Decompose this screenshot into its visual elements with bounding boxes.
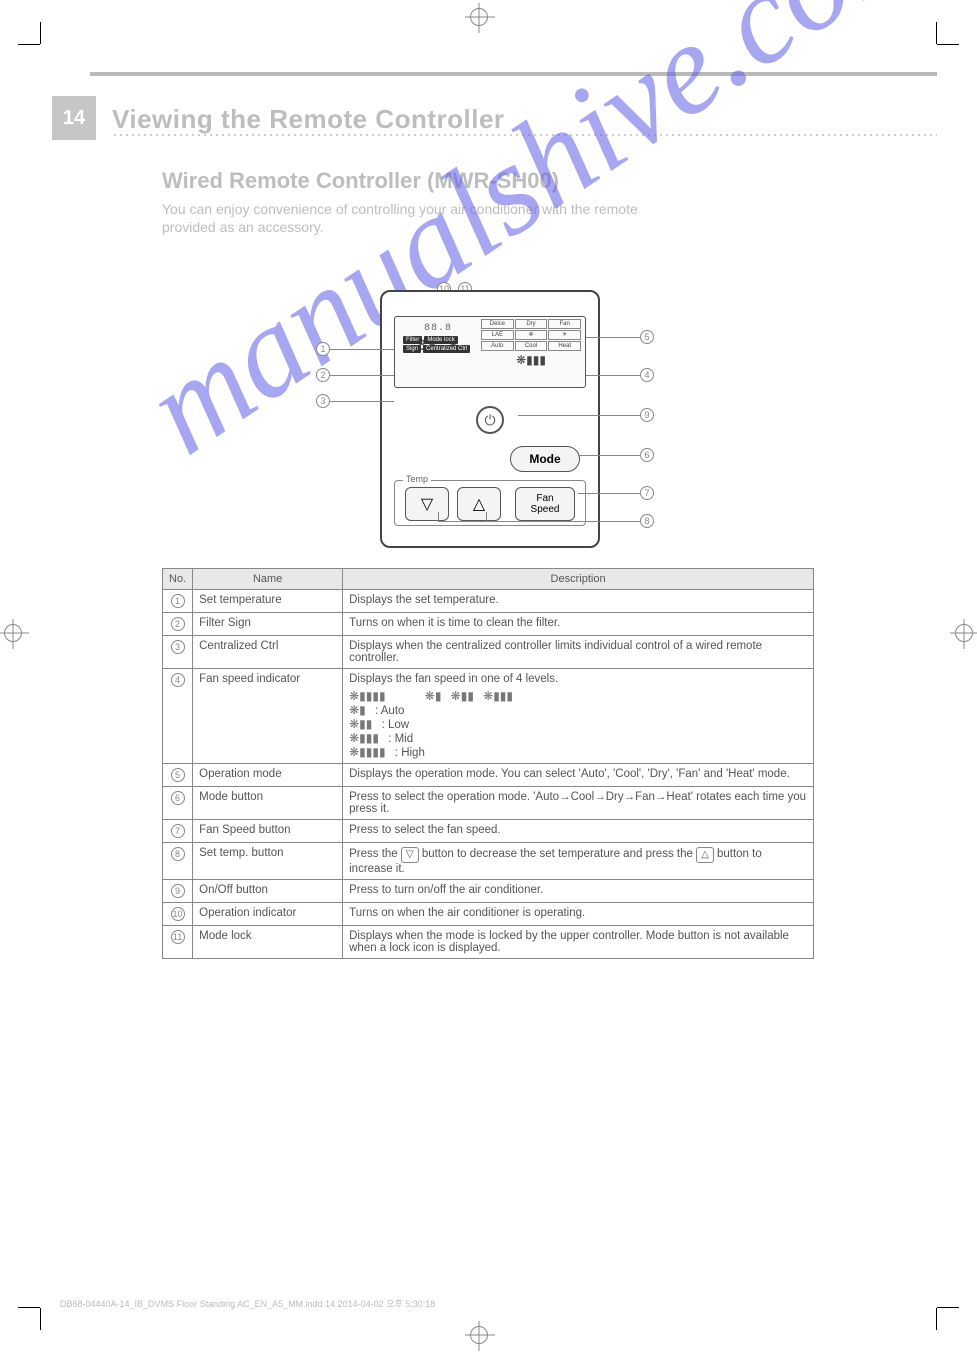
temp-label: Temp	[403, 474, 431, 484]
table-row: 7Fan Speed buttonPress to select the fan…	[163, 820, 814, 843]
seg-small: 88.8	[399, 319, 477, 337]
remote-body: 88.8 88.8 Filter Mode lock Sign Centrali…	[380, 290, 600, 548]
badge-centralized: Centralized Ctrl	[423, 345, 470, 353]
badge-modelock: Mode lock	[424, 336, 457, 344]
registration-mark	[470, 1326, 488, 1344]
temp-down-button[interactable]: ▽	[405, 487, 449, 521]
th-no: No.	[163, 569, 193, 590]
callout-9: 9	[640, 408, 654, 422]
table-row: 6Mode buttonPress to select the operatio…	[163, 787, 814, 820]
registration-mark	[4, 624, 22, 642]
table-row: 5Operation modeDisplays the operation mo…	[163, 764, 814, 787]
lcd-display: 88.8 88.8 Filter Mode lock Sign Centrali…	[394, 316, 586, 388]
down-key-icon: ▽	[401, 847, 419, 863]
callout-8: 8	[640, 514, 654, 528]
callout-4: 4	[640, 368, 654, 382]
callout-1: 1	[316, 342, 330, 356]
badge-filter: Filter	[403, 336, 422, 344]
intro-line-2: provided as an accessory.	[162, 218, 817, 236]
description-table: No. Name Description 1Set temperatureDis…	[162, 568, 814, 959]
footer-text: DB68-04440A-14_IB_DVMS Floor Standing AC…	[60, 1297, 435, 1310]
table-row: 11Mode lockDisplays when the mode is loc…	[163, 926, 814, 959]
table-row: 10Operation indicatorTurns on when the a…	[163, 903, 814, 926]
table-row: 4 Fan speed indicator Displays the fan s…	[163, 669, 814, 764]
lcd-badges: Filter Mode lock Sign Centralized Ctrl	[403, 336, 470, 353]
th-name: Name	[193, 569, 343, 590]
callout-7: 7	[640, 486, 654, 500]
intro-line-1: You can enjoy convenience of controlling…	[162, 200, 817, 218]
table-row: 2Filter SignTurns on when it is time to …	[163, 613, 814, 636]
page-number: 14	[52, 96, 96, 140]
fan-speed-button[interactable]: Fan Speed	[515, 487, 575, 521]
dotted-rule	[112, 134, 937, 136]
subsection-title: Wired Remote Controller (MWR-SH00)	[162, 168, 559, 194]
registration-mark	[470, 8, 488, 26]
registration-mark	[955, 624, 973, 642]
table-row: 3Centralized CtrlDisplays when the centr…	[163, 636, 814, 669]
power-button[interactable]: ⏻	[476, 406, 504, 434]
mode-button[interactable]: Mode	[510, 446, 580, 472]
table-row: 1Set temperatureDisplays the set tempera…	[163, 590, 814, 613]
temp-up-button[interactable]: △	[457, 487, 501, 521]
section-title: Viewing the Remote Controller	[112, 104, 505, 135]
callout-6: 6	[640, 448, 654, 462]
fan-indicator-icon: ❋▮▮▮	[481, 353, 581, 367]
badge-sign: Sign	[403, 345, 421, 353]
header-rule	[90, 72, 937, 76]
th-desc: Description	[343, 569, 814, 590]
table-row: 9On/Off buttonPress to turn on/off the a…	[163, 880, 814, 903]
mode-grid: Deice Dry Fan LAE ❄ ☀ Auto Cool Heat	[481, 319, 581, 351]
callout-5: 5	[640, 330, 654, 344]
remote-diagram: 10 11 88.8 88.8 Filter Mode lock Sign Ce…	[380, 290, 600, 548]
callout-2: 2	[316, 368, 330, 382]
callout-3: 3	[316, 394, 330, 408]
fan-level-icon: ❋▮▮▮▮	[349, 689, 385, 703]
up-key-icon: △	[696, 847, 714, 863]
table-row: 8 Set temp. button Press the ▽ button to…	[163, 843, 814, 880]
intro-text: You can enjoy convenience of controlling…	[162, 200, 817, 236]
temp-group: Temp ▽ △ Fan Speed	[394, 480, 586, 526]
